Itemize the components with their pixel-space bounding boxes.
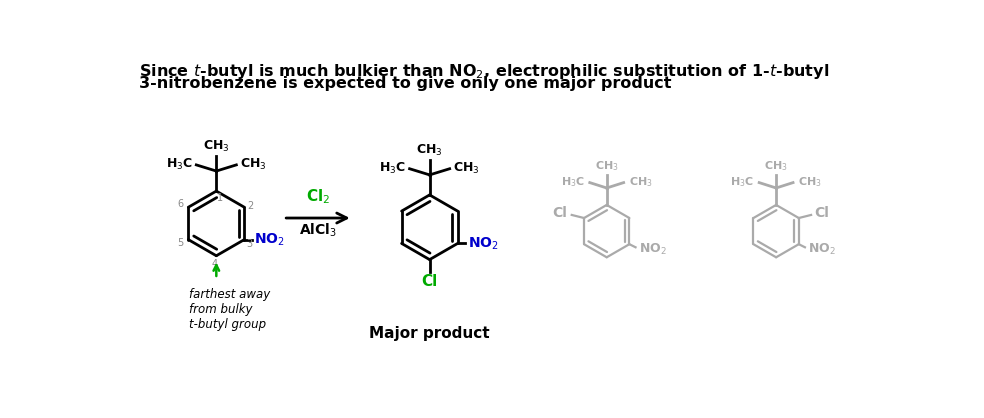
Text: 3-nitrobenzene is expected to give only one major product: 3-nitrobenzene is expected to give only … (140, 76, 672, 92)
Text: H$_3$C: H$_3$C (561, 175, 584, 189)
Text: 6: 6 (177, 199, 184, 209)
Text: CH$_3$: CH$_3$ (798, 175, 822, 189)
Text: H$_3$C: H$_3$C (379, 161, 406, 176)
Text: NO$_2$: NO$_2$ (467, 235, 498, 252)
Text: CH$_3$: CH$_3$ (416, 143, 443, 158)
Text: H$_3$C: H$_3$C (730, 175, 755, 189)
Text: H$_3$C: H$_3$C (166, 157, 193, 172)
Text: 3: 3 (247, 239, 253, 249)
Text: CH$_3$: CH$_3$ (203, 139, 229, 154)
Text: CH$_3$: CH$_3$ (594, 160, 619, 173)
Text: Cl: Cl (421, 274, 438, 289)
Text: farthest away
from bulky
t-butyl group: farthest away from bulky t-butyl group (189, 288, 270, 331)
Text: CH$_3$: CH$_3$ (240, 157, 267, 172)
Text: 5: 5 (177, 238, 184, 247)
Text: 1: 1 (217, 193, 223, 203)
Text: 2: 2 (247, 201, 254, 211)
Text: NO$_2$: NO$_2$ (639, 242, 666, 257)
Text: CH$_3$: CH$_3$ (454, 161, 480, 176)
Text: Cl: Cl (815, 206, 830, 219)
Text: NO$_2$: NO$_2$ (808, 242, 835, 257)
Text: NO$_2$: NO$_2$ (254, 232, 285, 248)
Text: Since $\it{t}$-butyl is much bulkier than NO$_2$, electrophilic substitution of : Since $\it{t}$-butyl is much bulkier tha… (140, 62, 830, 82)
Text: Cl: Cl (552, 206, 567, 219)
Text: 4: 4 (212, 259, 217, 269)
Text: Cl$_2$: Cl$_2$ (306, 187, 330, 206)
Text: Major product: Major product (369, 326, 490, 341)
Text: CH$_3$: CH$_3$ (629, 175, 652, 189)
Text: CH$_3$: CH$_3$ (765, 160, 788, 173)
Text: AlCl$_3$: AlCl$_3$ (299, 221, 337, 239)
